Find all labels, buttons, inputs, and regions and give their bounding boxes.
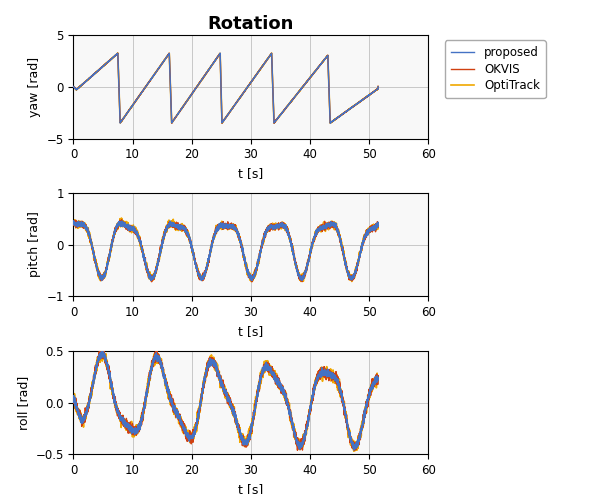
OptiTrack <box>70 84 77 90</box>
X-axis label: t [s]: t [s] <box>238 325 264 338</box>
Y-axis label: roll [rad]: roll [rad] <box>17 375 30 430</box>
OptiTrack <box>218 121 226 126</box>
proposed <box>375 83 382 89</box>
OKVIS <box>70 83 77 89</box>
Y-axis label: pitch [rad]: pitch [rad] <box>28 211 41 278</box>
proposed <box>350 103 357 109</box>
Legend: proposed, OKVIS, OptiTrack: proposed, OKVIS, OptiTrack <box>445 41 546 98</box>
OKVIS <box>365 92 373 98</box>
OKVIS <box>291 94 299 100</box>
Y-axis label: yaw [rad]: yaw [rad] <box>28 56 41 117</box>
OptiTrack <box>350 103 357 109</box>
OptiTrack <box>365 92 373 98</box>
OptiTrack <box>291 94 299 100</box>
Line: OKVIS: OKVIS <box>73 53 378 123</box>
Title: Rotation: Rotation <box>207 15 294 33</box>
OKVIS <box>215 53 222 59</box>
OKVIS <box>375 83 382 89</box>
OKVIS <box>200 74 207 80</box>
proposed <box>291 94 299 100</box>
OKVIS <box>218 120 226 126</box>
proposed <box>116 120 124 126</box>
OKVIS <box>350 103 357 109</box>
OptiTrack <box>268 50 275 56</box>
proposed <box>200 74 207 80</box>
Line: OptiTrack: OptiTrack <box>73 53 378 124</box>
proposed <box>198 77 205 83</box>
proposed <box>215 53 222 59</box>
OptiTrack <box>375 83 382 89</box>
OKVIS <box>198 77 205 83</box>
proposed <box>217 50 224 56</box>
OptiTrack <box>215 53 222 59</box>
X-axis label: t [s]: t [s] <box>238 167 264 180</box>
proposed <box>365 92 373 98</box>
OKVIS <box>165 50 173 56</box>
proposed <box>70 83 77 89</box>
X-axis label: t [s]: t [s] <box>238 483 264 494</box>
OptiTrack <box>200 74 207 80</box>
OptiTrack <box>198 77 205 83</box>
Line: proposed: proposed <box>73 53 378 123</box>
